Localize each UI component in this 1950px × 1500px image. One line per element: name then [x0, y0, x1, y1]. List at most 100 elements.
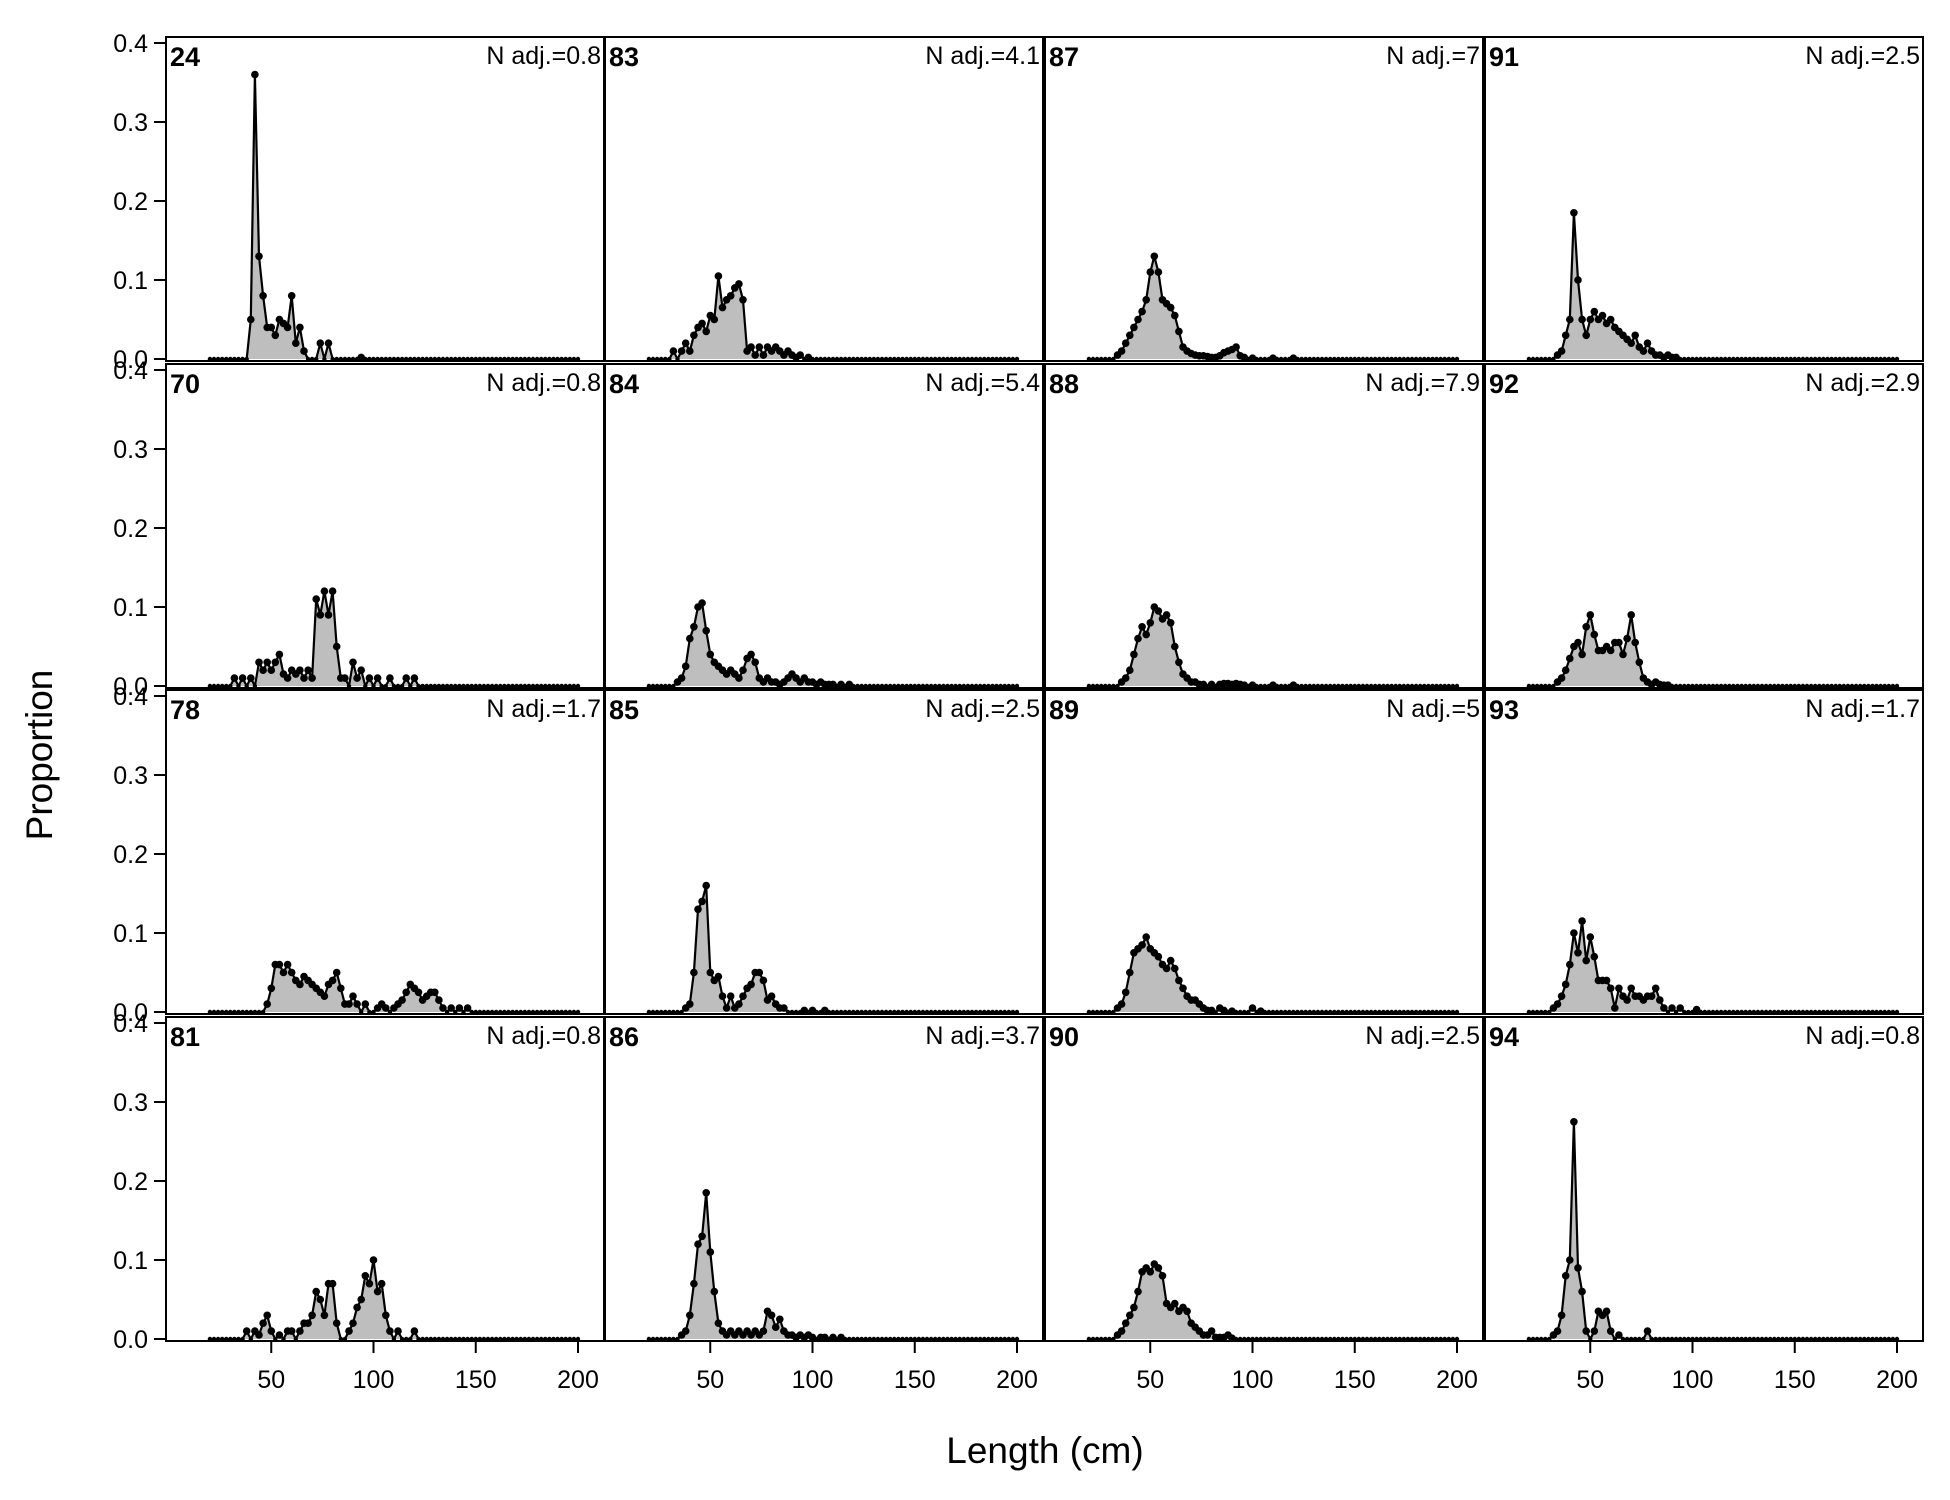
data-point: [267, 666, 276, 674]
data-point: [1561, 331, 1570, 340]
data-point: [382, 1311, 390, 1320]
data-point: [312, 1287, 321, 1296]
data-point: [735, 280, 743, 288]
area-fill: [209, 1260, 578, 1339]
data-point: [759, 1327, 768, 1335]
data-point: [447, 1004, 456, 1012]
data-point: [1134, 634, 1142, 643]
panel-93: 93 N adj.=1.7: [1484, 689, 1924, 1015]
data-point: [1582, 956, 1590, 965]
data-point: [247, 315, 255, 324]
data-point: [706, 968, 715, 977]
y-tick-label: 0.2: [113, 188, 148, 216]
data-point: [1121, 988, 1130, 997]
data-point: [1171, 642, 1179, 651]
data-point: [718, 992, 727, 1000]
data-point: [1586, 611, 1595, 619]
data-point: [1598, 311, 1607, 320]
data-point: [357, 353, 366, 362]
data-point: [1606, 1327, 1615, 1335]
data-point: [255, 1331, 263, 1339]
data-point: [681, 339, 690, 348]
data-point: [1590, 630, 1599, 639]
data-point: [1126, 331, 1134, 340]
data-point: [681, 1327, 690, 1335]
panel-91: 91 N adj.=2.5: [1484, 36, 1924, 362]
data-point: [1586, 933, 1595, 941]
panel-label: 87: [1049, 42, 1079, 72]
data-point: [287, 292, 296, 300]
panel-frame: [1484, 36, 1924, 362]
data-point: [837, 680, 845, 689]
x-tick-label: 100: [1232, 1366, 1274, 1394]
panel-label: 88: [1049, 369, 1079, 399]
data-point: [345, 1000, 353, 1008]
data-point: [1142, 630, 1150, 639]
y-axis: 0.00.10.20.30.40.00.10.20.30.40.00.10.20…: [113, 30, 166, 1354]
data-point: [308, 1311, 316, 1320]
data-point: [455, 1004, 464, 1012]
data-point: [337, 984, 345, 993]
data-point: [353, 674, 361, 682]
y-tick-label: 0.3: [113, 1089, 148, 1117]
data-point: [1590, 1327, 1599, 1335]
data-point: [747, 980, 755, 989]
data-point: [431, 988, 439, 997]
area-fill: [1088, 1264, 1457, 1339]
data-point: [1660, 1004, 1668, 1012]
data-point: [283, 674, 292, 682]
panel-81: 81 N adj.=0.8: [165, 1016, 605, 1342]
data-point: [1142, 296, 1150, 304]
data-point: [1627, 984, 1635, 993]
data-point: [1574, 1264, 1582, 1272]
data-point: [1574, 949, 1582, 957]
data-point: [300, 347, 308, 355]
data-point: [686, 634, 694, 643]
data-point: [369, 1256, 378, 1264]
data-point: [386, 674, 394, 682]
data-point: [1561, 1272, 1570, 1280]
x-tick-label: 100: [792, 1366, 834, 1394]
data-point: [1553, 1000, 1562, 1008]
data-point: [328, 587, 337, 595]
panel-frame: [1484, 689, 1924, 1015]
data-point: [800, 1006, 809, 1015]
data-point: [690, 1279, 698, 1288]
data-point: [1146, 268, 1155, 276]
data-point: [402, 988, 411, 997]
area-fill: [1528, 614, 1897, 686]
panel-frame: [165, 1016, 605, 1342]
data-point: [435, 996, 443, 1004]
data-point: [1578, 650, 1586, 659]
data-point: [1643, 339, 1652, 348]
data-point: [296, 323, 304, 332]
data-point: [263, 1000, 272, 1008]
data-point: [726, 992, 735, 1000]
data-point: [377, 1279, 386, 1288]
data-point: [398, 996, 406, 1004]
data-point: [722, 1004, 731, 1012]
data-point: [702, 626, 710, 635]
data-point: [361, 1272, 370, 1280]
panel-94: 94 N adj.=0.8: [1484, 1016, 1924, 1342]
data-point: [373, 674, 382, 682]
data-point: [702, 881, 710, 890]
panel-label: 24: [170, 42, 200, 72]
data-point: [1574, 276, 1582, 284]
data-point: [1146, 1268, 1155, 1276]
data-point: [292, 339, 300, 348]
data-point: [677, 347, 686, 355]
data-point: [402, 674, 411, 682]
area-fill: [1528, 921, 1897, 1012]
n-adj-label: N adj.=1.7: [486, 695, 601, 723]
y-tick-label: 0.1: [113, 920, 148, 948]
panel-frame: [604, 689, 1044, 1015]
data-point: [1134, 1287, 1142, 1296]
data-point: [1117, 347, 1126, 355]
data-point: [296, 1327, 304, 1335]
data-point: [1590, 307, 1599, 316]
data-point: [1175, 976, 1183, 985]
panel-frame: [165, 363, 605, 689]
data-point: [316, 1295, 325, 1304]
